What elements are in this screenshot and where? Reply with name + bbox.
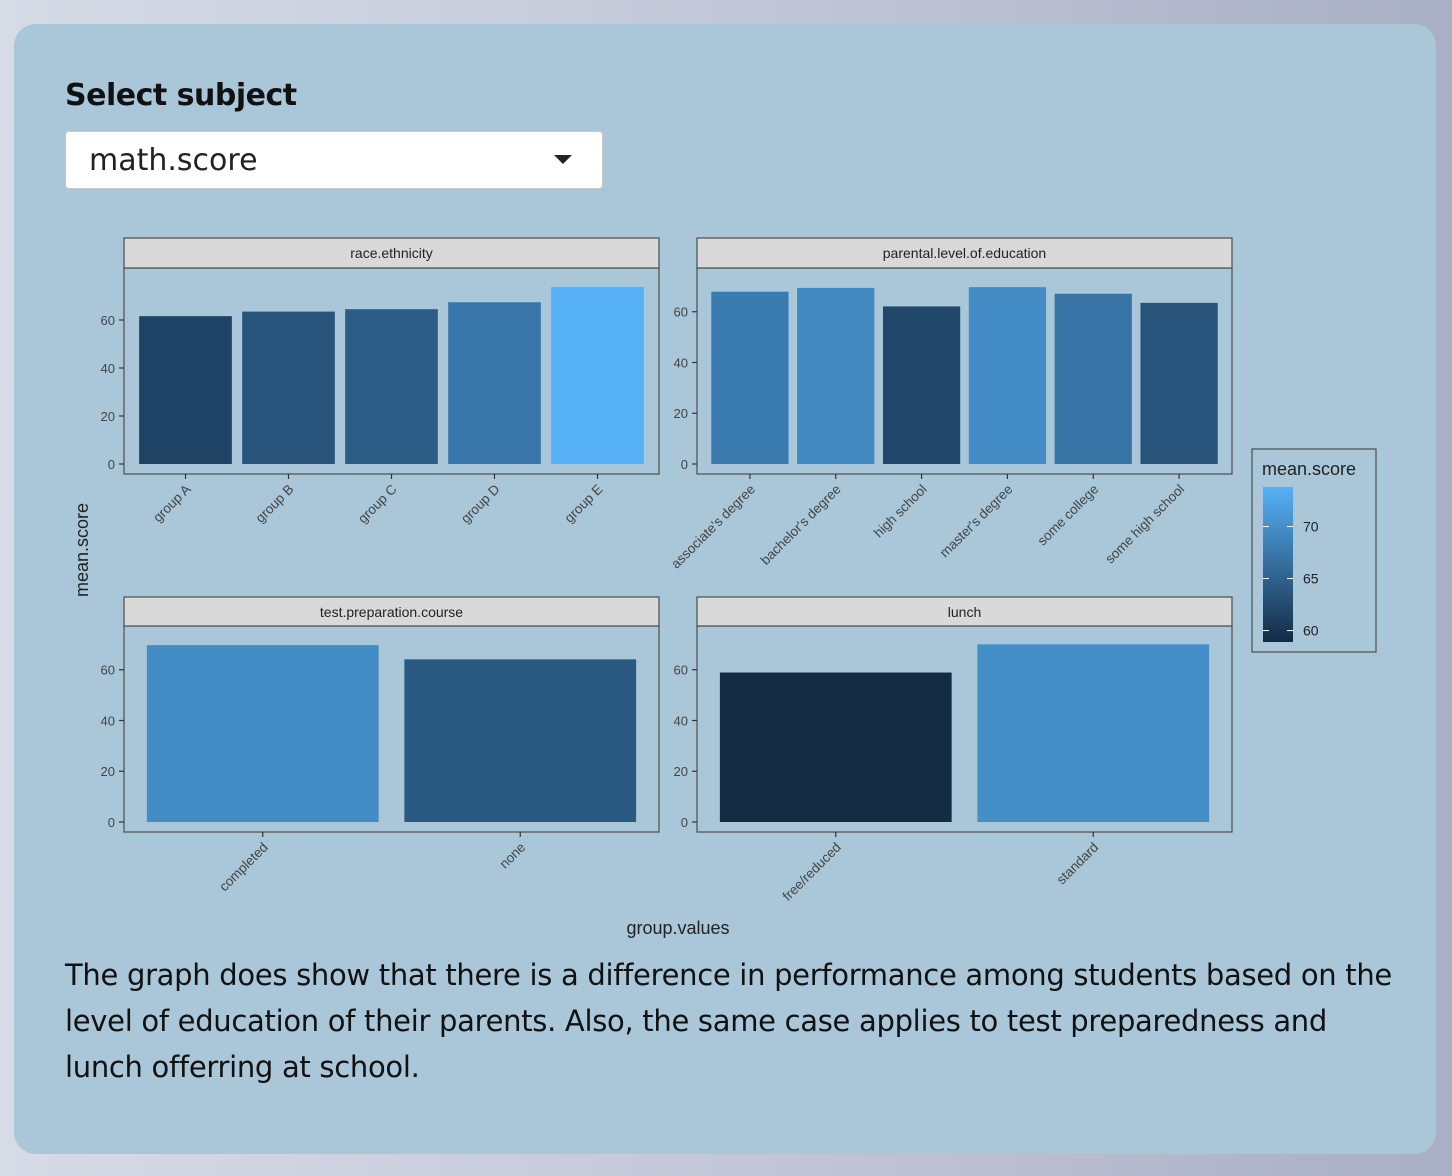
- bar-high-school: [882, 306, 961, 464]
- y-tick-label: 40: [674, 355, 688, 370]
- y-tick-label: 20: [674, 406, 688, 421]
- bar-group-e: [551, 286, 644, 464]
- legend-label: 65: [1303, 571, 1319, 587]
- y-tick-label: 0: [108, 815, 115, 830]
- bar-completed: [146, 645, 379, 822]
- x-tick-label: free/reduced: [780, 840, 844, 904]
- x-tick-label: group D: [458, 481, 503, 526]
- strip-test-preparation-course: [123, 596, 660, 627]
- bar-bachelor-s-degree: [797, 287, 875, 464]
- legend-label: 70: [1303, 519, 1319, 535]
- y-tick-label: 0: [108, 457, 115, 472]
- select-subject-label: Select subject: [65, 78, 297, 113]
- bar-group-c: [345, 309, 438, 464]
- y-tick-label: 40: [674, 713, 688, 728]
- strip-label: test.preparation.course: [320, 604, 463, 620]
- strip-parental-level-of-education: [696, 237, 1233, 269]
- x-tick-label: bachelor's degree: [758, 482, 844, 568]
- y-tick-label: 60: [101, 663, 115, 678]
- y-tick-label: 40: [101, 361, 115, 376]
- bar-group-a: [139, 316, 232, 464]
- x-tick-label: high school: [871, 482, 930, 541]
- main-card: Select subject math.score The graph does…: [14, 24, 1436, 1154]
- x-tick-label: group C: [355, 481, 400, 526]
- strip-label: parental.level.of.education: [883, 245, 1046, 261]
- chevron-down-icon[interactable]: [554, 155, 572, 164]
- x-tick-label: group A: [150, 482, 194, 526]
- bar-some-college: [1054, 293, 1132, 464]
- bar-some-high-school: [1140, 302, 1218, 464]
- x-tick-label: none: [497, 840, 529, 872]
- bar-none: [404, 659, 637, 822]
- x-axis-title: group.values: [626, 918, 729, 938]
- x-tick-label: group E: [562, 482, 606, 526]
- x-tick-label: group B: [253, 482, 297, 526]
- description-text: The graph does show that there is a diff…: [65, 958, 1392, 1084]
- y-tick-label: 60: [674, 663, 688, 678]
- y-tick-label: 0: [681, 457, 688, 472]
- bar-associate-s-degree: [711, 291, 789, 464]
- bar-master-s-degree: [968, 287, 1047, 464]
- y-tick-label: 40: [101, 713, 115, 728]
- y-tick-label: 20: [674, 764, 688, 779]
- x-tick-label: standard: [1054, 840, 1102, 888]
- bar-free-reduced: [719, 672, 952, 822]
- subject-select-value: math.score: [89, 143, 258, 178]
- x-tick-label: associate's degree: [668, 482, 758, 572]
- y-tick-label: 20: [101, 409, 115, 424]
- strip-label: lunch: [948, 604, 981, 620]
- subject-select[interactable]: math.score: [65, 131, 603, 189]
- legend-title: mean.score: [1262, 459, 1356, 479]
- strip-race-ethnicity: [123, 237, 660, 269]
- x-tick-label: master's degree: [937, 482, 1016, 561]
- legend-colorbar: [1263, 487, 1293, 642]
- bar-group-d: [448, 302, 541, 464]
- bar-standard: [977, 644, 1210, 822]
- strip-label: race.ethnicity: [350, 245, 432, 261]
- bar-group-b: [242, 311, 335, 464]
- legend-label: 60: [1303, 623, 1319, 639]
- y-tick-label: 0: [681, 815, 688, 830]
- x-tick-label: some college: [1035, 482, 1102, 549]
- x-tick-label: completed: [216, 840, 271, 895]
- y-tick-label: 20: [101, 764, 115, 779]
- x-tick-label: some high school: [1102, 482, 1187, 567]
- y-tick-label: 60: [101, 313, 115, 328]
- y-axis-title: mean.score: [72, 503, 92, 597]
- strip-lunch: [696, 596, 1233, 627]
- y-tick-label: 60: [674, 305, 688, 320]
